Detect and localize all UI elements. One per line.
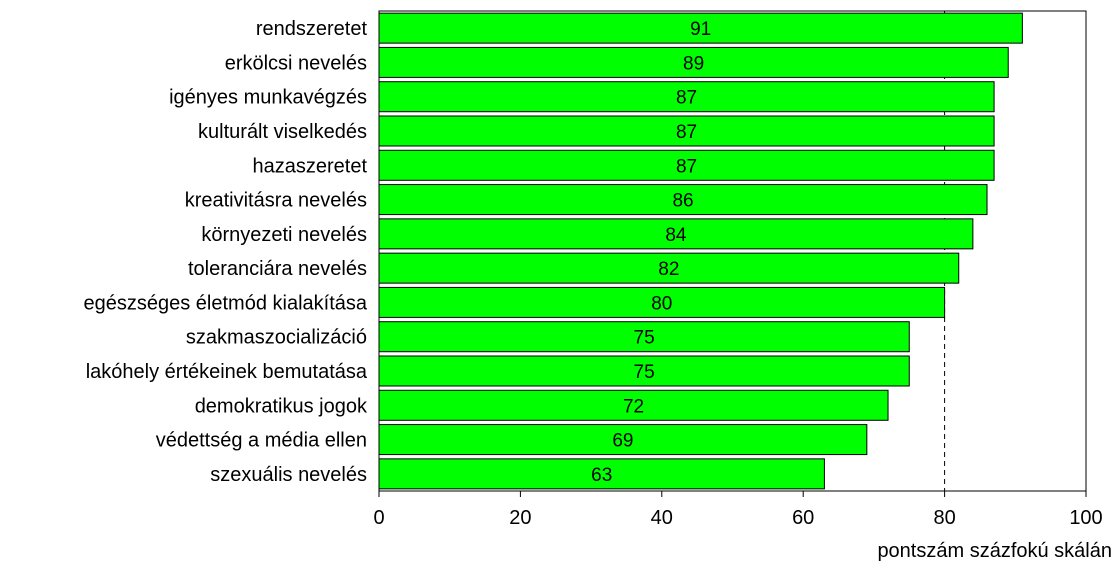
category-label: egészséges életmód kialakítása	[84, 292, 368, 314]
category-label: kulturált viselkedés	[198, 121, 367, 143]
bar-value-label: 75	[634, 362, 655, 383]
category-label: védettség a média ellen	[156, 430, 367, 452]
x-tick-label: 0	[373, 507, 384, 529]
bar-value-label: 86	[672, 191, 693, 212]
category-labels: rendszeretet erkölcsi nevelés igényes munk…	[84, 18, 368, 486]
bar-value-label: 82	[658, 259, 679, 280]
category-label: lakóhely értékeinek bemutatása	[86, 361, 368, 383]
category-label: hazaszeretet	[252, 155, 367, 177]
bar-value-label: 84	[665, 225, 687, 246]
bar	[378, 424, 868, 456]
bar	[378, 286, 946, 318]
x-tick-label: 80	[933, 507, 955, 529]
bar-value-label: 69	[612, 431, 633, 452]
bar	[378, 458, 825, 490]
bar	[378, 252, 960, 284]
bar-value-label: 89	[683, 53, 704, 74]
category-label: toleranciára nevelés	[188, 258, 367, 280]
bar	[378, 218, 974, 250]
bar	[378, 46, 1009, 78]
plot-area-frame	[378, 10, 1087, 492]
category-label: szexuális nevelés	[210, 464, 367, 486]
bar	[378, 321, 910, 353]
bar-value-label: 80	[651, 293, 672, 314]
bar	[378, 12, 1023, 44]
x-tick-label: 40	[651, 507, 673, 529]
bar	[378, 184, 988, 216]
category-label: kreativitásra nevelés	[185, 190, 367, 212]
bar-value-label: 87	[676, 156, 697, 177]
category-label: szakmaszocializáció	[186, 327, 367, 349]
category-label: erkölcsi nevelés	[225, 52, 367, 74]
bar-value-label: 72	[623, 396, 644, 417]
bar-value-label: 75	[634, 328, 655, 349]
category-label: igényes munkavégzés	[169, 87, 367, 109]
x-tick-label: 20	[509, 507, 531, 529]
bar-value-label: 87	[676, 88, 697, 109]
bar-value-label: 63	[591, 465, 612, 486]
bar	[378, 149, 995, 181]
category-label: rendszeretet	[256, 18, 368, 40]
bar	[378, 389, 889, 421]
bar-value-label: 91	[690, 19, 711, 40]
x-axis-ticks: 0 20 40 60 80 100	[373, 491, 1103, 529]
x-tick-label: 100	[1069, 507, 1102, 529]
bar-value-label: 87	[676, 122, 697, 143]
category-label: demokratikus jogok	[195, 395, 368, 417]
x-axis-title: pontszám százfokú skálán	[877, 540, 1112, 562]
category-label: környezeti nevelés	[201, 224, 367, 246]
bar	[378, 81, 995, 113]
x-tick-label: 60	[792, 507, 814, 529]
